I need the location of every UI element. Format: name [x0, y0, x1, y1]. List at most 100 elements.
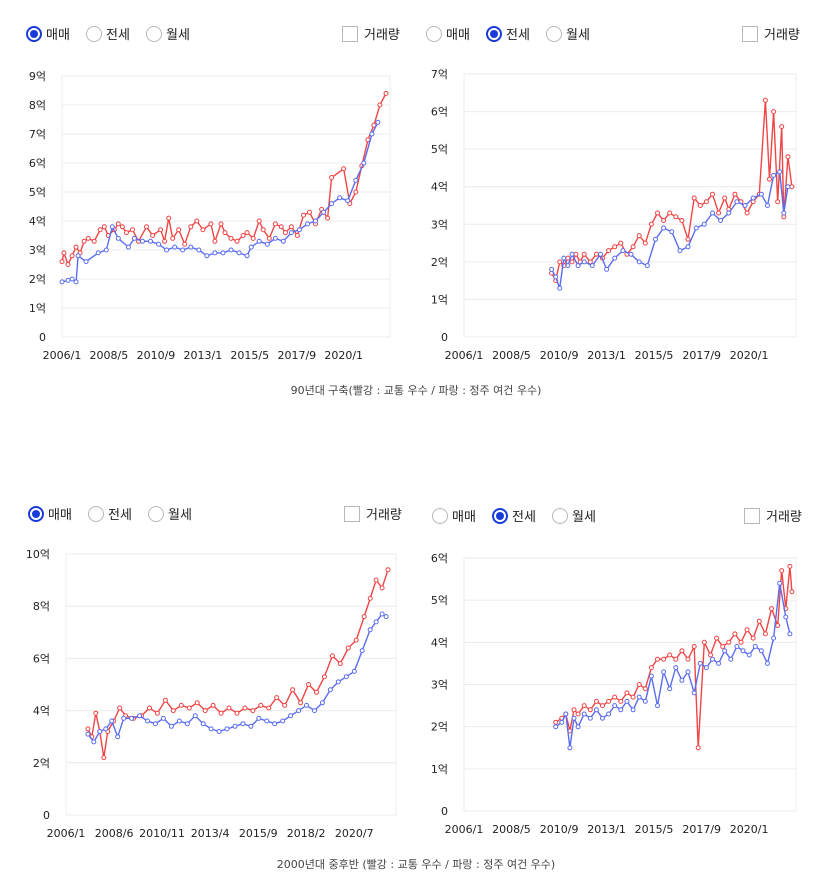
radio-sale-2[interactable]: 매매	[426, 24, 470, 43]
radio-jeonse-3[interactable]: 전세	[88, 504, 132, 523]
series-line-red	[61, 93, 387, 267]
x-tick-label: 2008/5	[90, 349, 129, 362]
data-point-blue	[728, 656, 734, 662]
data-point-red	[61, 250, 67, 256]
checkbox-icon[interactable]	[344, 505, 360, 522]
radio-icon[interactable]	[426, 25, 442, 42]
radio-icon[interactable]	[546, 25, 562, 42]
radio-monthly-1[interactable]: 월세	[146, 24, 190, 43]
radio-label: 매매	[48, 508, 72, 523]
data-point-red	[593, 698, 599, 704]
radio-jeonse-2[interactable]: 전세	[486, 24, 530, 43]
x-tick-label: 2020/7	[335, 827, 374, 840]
data-point-red	[726, 639, 732, 645]
x-tick-label: 2010/9	[540, 349, 579, 362]
data-point-red	[756, 618, 762, 624]
data-point-red	[170, 235, 176, 241]
radio-selected-icon[interactable]	[486, 25, 502, 42]
x-tick-label: 2013/1	[587, 349, 626, 362]
data-point-red	[569, 259, 575, 265]
data-point-blue	[296, 227, 302, 233]
radio-monthly-2[interactable]: 월세	[546, 24, 590, 43]
data-point-blue	[313, 218, 318, 224]
data-point-red	[266, 235, 272, 241]
y-tick-label: 1억	[431, 763, 448, 776]
data-point-blue	[589, 263, 595, 269]
data-point-red	[744, 627, 750, 633]
data-point-red	[630, 694, 636, 700]
data-point-blue	[145, 718, 150, 724]
radio-sale-3[interactable]: 매매	[28, 504, 72, 523]
radio-sale-4[interactable]: 매매	[432, 506, 476, 525]
radio-selected-icon[interactable]	[26, 25, 42, 42]
data-point-blue	[575, 263, 581, 269]
checkbox-label: 거래량	[364, 28, 400, 43]
data-point-red	[606, 698, 612, 704]
y-tick-label: 6억	[29, 157, 46, 170]
data-point-red	[648, 665, 654, 671]
data-point-blue	[375, 119, 381, 125]
data-point-red	[258, 702, 264, 708]
data-point-blue	[204, 253, 210, 259]
data-point-blue	[97, 729, 103, 734]
data-point-red	[222, 230, 228, 236]
radio-icon[interactable]	[146, 25, 162, 42]
chart-sale-90s: 0 1억 2억 3억 4억 5억 6억 7억 8억 9억 2006/1 2008/5 2010/9 201…	[29, 70, 391, 362]
data-point-red	[202, 708, 208, 714]
data-point-red	[282, 230, 288, 236]
series-line-blue	[555, 583, 791, 748]
data-point-blue	[272, 235, 278, 241]
x-tick-label: 2015/5	[635, 823, 674, 836]
volume-checkbox-4[interactable]: 거래량	[744, 506, 802, 525]
radio-selected-icon[interactable]	[28, 505, 44, 522]
data-point-red	[228, 235, 234, 241]
volume-checkbox-1[interactable]: 거래량	[342, 24, 400, 43]
data-point-red	[636, 233, 642, 239]
chart-jeonse-90s: 0 1억 2억 3억 4억 5억 6억 7억 2006/1 2008/5 2010/9 2013/1 2…	[431, 68, 797, 362]
radio-jeonse-4[interactable]: 전세	[492, 506, 536, 525]
data-point-blue	[553, 724, 559, 730]
radio-icon[interactable]	[88, 505, 104, 522]
checkbox-label: 거래량	[766, 510, 802, 525]
checkbox-icon[interactable]	[742, 25, 758, 42]
radio-icon[interactable]	[552, 507, 568, 524]
data-point-blue	[240, 721, 246, 727]
radio-icon[interactable]	[432, 507, 448, 524]
data-point-blue	[624, 698, 630, 704]
radio-monthly-4[interactable]: 월세	[552, 506, 596, 525]
data-point-red	[573, 251, 579, 257]
data-point-blue	[636, 694, 642, 700]
radio-jeonse-1[interactable]: 전세	[86, 24, 130, 43]
volume-checkbox-2[interactable]: 거래량	[742, 24, 800, 43]
radio-monthly-3[interactable]: 월세	[148, 504, 192, 523]
x-tick-label: 2013/1	[587, 823, 626, 836]
data-point-blue	[571, 715, 577, 721]
radio-label: 월세	[166, 28, 190, 43]
data-point-red	[282, 702, 288, 708]
radio-selected-icon[interactable]	[492, 507, 508, 524]
radio-icon[interactable]	[86, 25, 102, 42]
data-point-blue	[726, 210, 732, 216]
data-point-blue	[750, 195, 756, 201]
data-point-red	[321, 674, 327, 680]
volume-checkbox-3[interactable]: 거래량	[344, 504, 402, 523]
data-point-red	[226, 705, 232, 711]
checkbox-icon[interactable]	[342, 25, 358, 42]
radio-icon[interactable]	[148, 505, 164, 522]
y-tick-label: 3억	[431, 218, 448, 231]
data-point-red	[720, 644, 726, 649]
x-tick-label: 2020/1	[324, 349, 363, 362]
checkbox-icon[interactable]	[744, 507, 760, 524]
data-point-blue	[587, 715, 593, 721]
data-point-blue	[740, 648, 746, 654]
data-point-red	[176, 227, 182, 233]
data-point-blue	[787, 631, 793, 637]
data-point-blue	[288, 230, 294, 236]
data-point-blue	[383, 614, 389, 620]
radio-sale-1[interactable]: 매매	[26, 24, 70, 43]
data-point-blue	[710, 656, 715, 662]
y-tick-label: 4억	[431, 636, 448, 649]
data-point-red	[383, 90, 389, 96]
y-tick-label: 0	[441, 805, 448, 818]
y-tick-label: 3억	[431, 679, 448, 692]
